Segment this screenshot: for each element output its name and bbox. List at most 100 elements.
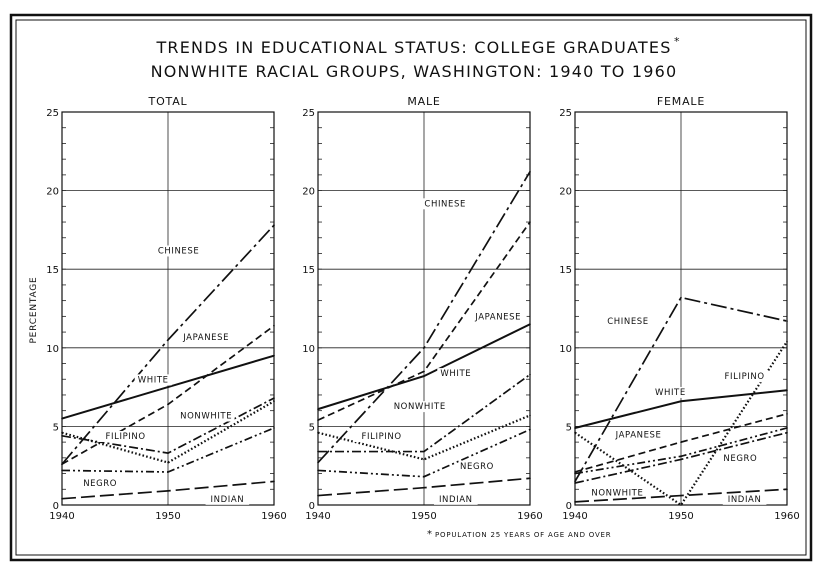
footnote-mark: *	[427, 529, 433, 540]
series-label-chinese: CHINESE	[158, 246, 200, 256]
data-point-negro	[273, 427, 275, 429]
label-background	[722, 493, 767, 505]
series-label-nonwhite: NONWHITE	[180, 412, 232, 422]
series-label-japanese: JAPANESE	[182, 333, 229, 343]
series-label-white: WHITE	[440, 369, 471, 379]
data-point-white	[167, 386, 169, 388]
series-label-nonwhite: NONWHITE	[394, 402, 446, 412]
series-label-filipino: FILIPINO	[106, 432, 146, 442]
data-point-negro	[423, 475, 425, 478]
data-point-chinese	[423, 347, 425, 349]
x-tick-label: 1940	[49, 511, 74, 522]
data-point-chinese	[167, 339, 169, 341]
inner-border	[15, 19, 807, 556]
data-point-japanese	[423, 370, 425, 373]
series-line-filipino	[574, 340, 788, 507]
y-tick-label: 10	[559, 344, 572, 355]
data-point-chinese	[317, 461, 319, 464]
label-background	[434, 493, 478, 505]
data-point-filipino	[61, 431, 63, 434]
panel-female: FEMALE 0 5 10 15 20 25 1940 1950 1960 CHINESE FILIP…	[559, 95, 799, 522]
y-tick-label: 20	[302, 187, 315, 198]
data-point-nonwhite	[786, 431, 788, 434]
panel-male: MALE 0 5 10 15 20 25 1940 1950 1960 CHINESE JAPANES…	[302, 95, 542, 522]
data-point-japanese	[167, 403, 169, 406]
data-point-negro	[786, 427, 788, 429]
data-point-white	[786, 389, 788, 392]
data-point-filipino	[680, 504, 682, 506]
plot-frame	[317, 111, 531, 506]
label-background	[602, 316, 654, 328]
data-point-indian	[273, 480, 275, 483]
x-tick-label: 1940	[305, 511, 330, 522]
y-tick-label: 5	[309, 422, 315, 433]
y-tick-label: 15	[559, 265, 572, 276]
data-point-japanese	[574, 471, 576, 473]
data-point-nonwhite	[273, 397, 275, 399]
label-background	[716, 371, 773, 383]
data-point-nonwhite	[317, 450, 319, 453]
x-tick-label: 1960	[774, 511, 799, 522]
data-point-japanese	[680, 441, 682, 443]
x-tick-label: 1950	[411, 511, 436, 522]
data-point-negro	[317, 469, 319, 472]
data-point-negro	[680, 455, 682, 458]
data-point-chinese	[786, 320, 788, 322]
panel-title: FEMALE	[657, 95, 705, 108]
data-point-negro	[529, 428, 531, 431]
data-point-japanese	[273, 324, 275, 327]
series-label-negro: NEGRO	[83, 479, 117, 489]
data-point-japanese	[317, 419, 319, 421]
series-label-negro: NEGRO	[723, 454, 757, 464]
data-point-negro	[574, 472, 576, 475]
data-point-negro	[61, 469, 63, 472]
label-background	[391, 401, 449, 413]
x-tick-label: 1960	[261, 511, 286, 522]
label-background	[589, 487, 646, 499]
data-point-chinese	[574, 480, 576, 483]
label-background	[651, 386, 689, 398]
data-point-filipino	[317, 431, 319, 434]
y-tick-label: 15	[46, 265, 59, 276]
series-label-indian: INDIAN	[211, 495, 245, 505]
x-tick-label: 1950	[155, 511, 180, 522]
label-background	[469, 311, 527, 323]
data-point-filipino	[786, 340, 788, 343]
title-asterisk: *	[674, 35, 681, 48]
label-background	[81, 478, 119, 490]
data-point-chinese	[273, 224, 275, 226]
series-label-indian: INDIAN	[439, 495, 473, 505]
data-point-indian	[423, 486, 425, 489]
x-tick-label: 1940	[562, 511, 587, 522]
outer-border	[9, 13, 813, 562]
chart-title-line1: TRENDS IN EDUCATIONAL STATUS: COLLEGE GR…	[155, 38, 671, 57]
series-label-japanese: JAPANESE	[615, 430, 662, 440]
data-point-white	[423, 375, 425, 377]
y-tick-label: 0	[53, 501, 59, 512]
series-label-chinese: CHINESE	[424, 199, 466, 209]
panel-title: TOTAL	[148, 95, 188, 108]
y-tick-label: 25	[559, 108, 572, 119]
data-point-filipino	[273, 400, 275, 403]
data-point-nonwhite	[61, 435, 63, 437]
series-label-chinese: CHINESE	[607, 317, 649, 327]
data-point-filipino	[423, 458, 425, 461]
data-point-negro	[167, 471, 169, 473]
label-background	[153, 245, 204, 257]
label-background	[177, 410, 235, 422]
plot-frame	[61, 111, 275, 506]
label-background	[353, 430, 410, 442]
x-tick-label: 1960	[517, 511, 542, 522]
label-background	[134, 374, 172, 386]
data-point-indian	[574, 501, 576, 503]
data-point-white	[61, 417, 63, 420]
label-background	[721, 452, 759, 464]
label-background	[420, 198, 471, 210]
y-axis-label: PERCENTAGE	[29, 276, 39, 343]
series-label-nonwhite: NONWHITE	[591, 489, 643, 499]
y-tick-label: 25	[46, 108, 59, 119]
data-point-chinese	[529, 170, 531, 173]
label-background	[437, 368, 475, 380]
label-background	[97, 430, 154, 442]
data-point-japanese	[61, 463, 63, 465]
